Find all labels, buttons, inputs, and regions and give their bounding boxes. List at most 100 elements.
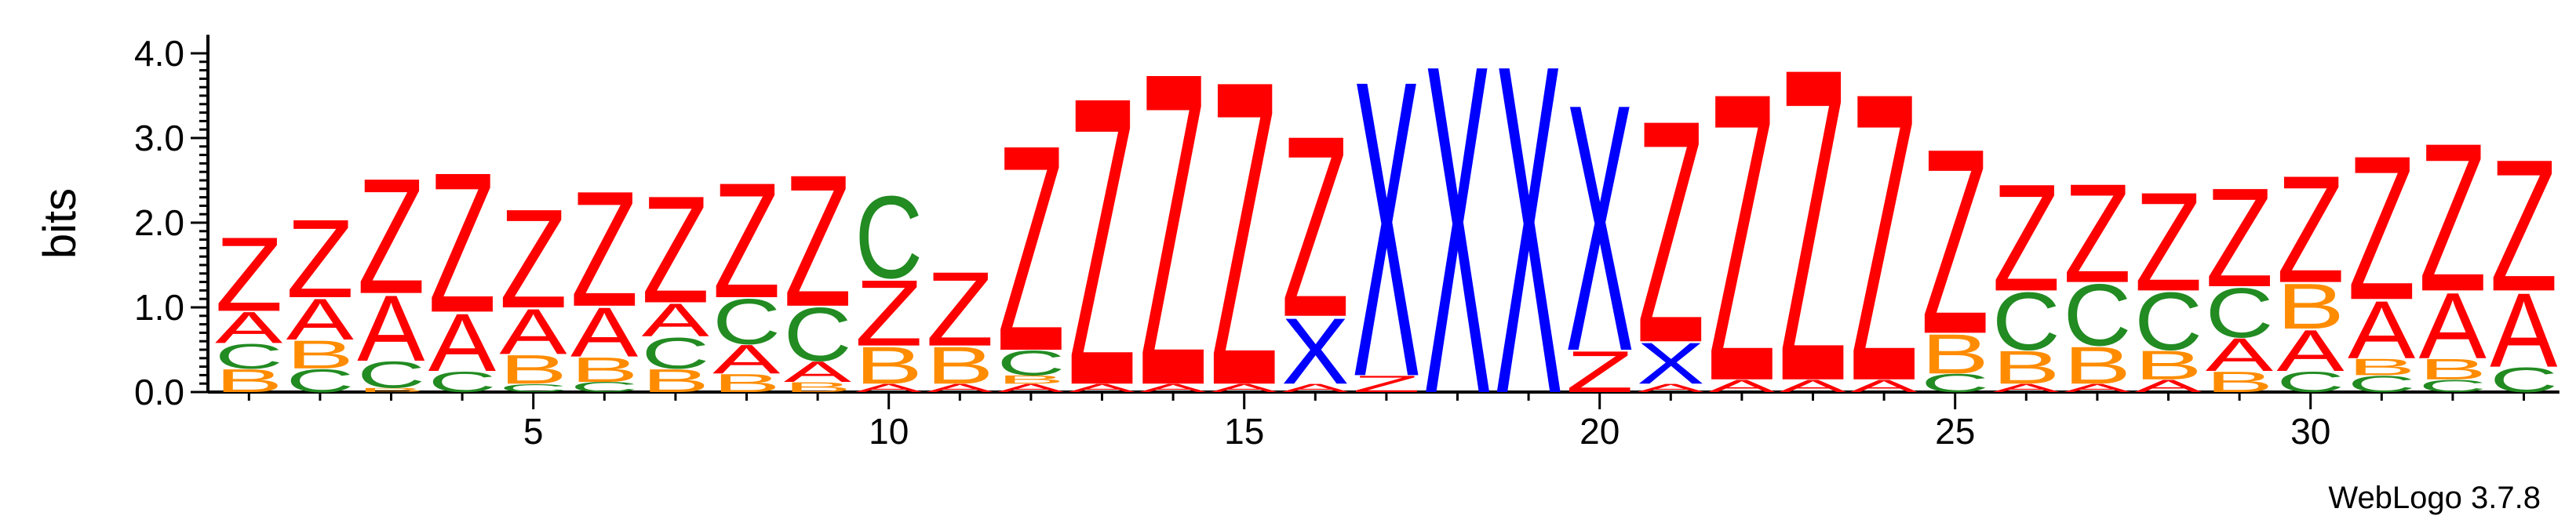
logo-letter-c: C xyxy=(2064,266,2132,365)
logo-letter-z: Z xyxy=(1708,8,1776,467)
logo-column-14: AZ xyxy=(1139,0,1208,479)
logo-letter-c: C xyxy=(854,171,923,303)
logo-letter-b: B xyxy=(286,332,355,377)
logo-letter-c: C xyxy=(428,365,497,398)
logo-letter-c: C xyxy=(2490,361,2558,400)
logo-letter-a: A xyxy=(499,296,567,368)
logo-column-17: ZX xyxy=(1353,0,1421,466)
logo-letter-b: B xyxy=(712,369,781,398)
logo-letter-z: Z xyxy=(1210,0,1278,476)
logo-column-33: CAZ xyxy=(2490,121,2558,400)
x-tick-label: 30 xyxy=(2290,411,2330,452)
logo-letter-z: Z xyxy=(570,157,639,340)
logo-column-20: ZX xyxy=(1565,31,1634,426)
logo-letter-c: C xyxy=(570,380,639,395)
y-tick-label: 2.0 xyxy=(134,202,184,243)
logo-letter-a: A xyxy=(2348,283,2416,376)
logo-letter-a: A xyxy=(997,382,1066,395)
logo-letter-z: Z xyxy=(1353,371,1421,398)
logo-letter-x: X xyxy=(1281,300,1350,404)
logo-letter-b: B xyxy=(1992,341,2060,394)
logo-letter-z: Z xyxy=(1992,153,2060,323)
logo-letter-a: A xyxy=(357,276,424,381)
logo-letter-a: A xyxy=(2419,274,2487,379)
y-axis-title: bits xyxy=(35,188,86,259)
logo-letter-z: Z xyxy=(499,180,567,338)
logo-letter-b: B xyxy=(1921,323,1989,386)
logo-letter-z: Z xyxy=(997,84,1066,412)
x-axis: 5 10 15 20 25 30 xyxy=(208,390,2560,452)
logo-letter-b: B xyxy=(2064,336,2132,395)
x-tick-label: 15 xyxy=(1224,411,1264,452)
logo-letter-b: B xyxy=(570,350,639,389)
logo-letter-a: A xyxy=(1139,382,1208,395)
y-tick-label: 1.0 xyxy=(134,287,184,328)
logo-letter-c: C xyxy=(357,354,425,397)
logo-letter-a: A xyxy=(570,292,639,372)
logo-letter-c: C xyxy=(1921,369,1989,398)
logo-letter-z: Z xyxy=(2419,99,2487,336)
logo-letter-z: Z xyxy=(1850,8,1918,467)
logo-letter-z: Z xyxy=(2206,159,2274,317)
logo-letter-c: C xyxy=(2419,376,2487,396)
logo-letter-a: A xyxy=(2490,271,2557,390)
logo-letter-c: C xyxy=(2276,365,2345,398)
logo-letter-z: Z xyxy=(2348,113,2416,343)
x-tick-label: 25 xyxy=(1935,411,1975,452)
logo-letter-c: C xyxy=(286,363,355,400)
logo-column-25: CBZ xyxy=(1921,93,1989,398)
logo-letter-c: C xyxy=(1992,275,2060,367)
logo-stacks: BCAZCBAZBCAZCAZCBAZCBAZBCAZBACZBACZABZCA… xyxy=(215,0,2558,492)
logo-column-24: AZ xyxy=(1850,8,1918,467)
logo-letter-z: Z xyxy=(926,251,994,369)
logo-letter-a: A xyxy=(2206,329,2273,381)
logo-letter-a: A xyxy=(1850,376,1918,396)
logo-letter-c: C xyxy=(712,285,781,358)
x-tick-label: 5 xyxy=(523,411,544,452)
logo-letter-a: A xyxy=(642,294,709,347)
logo-column-11: ABZ xyxy=(926,251,994,395)
logo-letter-a: A xyxy=(1637,382,1705,395)
logo-letter-z: Z xyxy=(1068,12,1136,471)
weblogo-credit: WebLogo 3.7.8 xyxy=(2328,481,2541,515)
logo-letter-b: B xyxy=(215,363,283,400)
logo-letter-b: B xyxy=(2206,366,2274,399)
y-tick-label: 4.0 xyxy=(134,33,184,74)
logo-letter-a: A xyxy=(286,287,355,353)
logo-letter-x: X xyxy=(1353,0,1421,466)
logo-letter-z: Z xyxy=(854,260,923,365)
logo-letter-b: B xyxy=(357,387,425,393)
logo-letter-z: Z xyxy=(215,216,283,333)
logo-letter-b: B xyxy=(2348,354,2416,380)
logo-letter-c: C xyxy=(2134,275,2203,367)
logo-letter-b: B xyxy=(499,346,567,392)
logo-letter-c: C xyxy=(2206,274,2274,352)
logo-letter-a: A xyxy=(1210,382,1278,395)
logo-letter-a: A xyxy=(428,296,497,389)
logo-letter-b: B xyxy=(997,373,1066,387)
logo-column-18: X xyxy=(1423,0,1492,492)
logo-letter-c: C xyxy=(215,337,283,376)
logo-letter-a: A xyxy=(926,382,994,395)
logo-letter-z: Z xyxy=(2134,163,2203,321)
logo-letter-b: B xyxy=(784,380,852,395)
logo-letter-z: Z xyxy=(1637,54,1705,409)
logo-letter-a: A xyxy=(1068,382,1136,395)
logo-letter-c: C xyxy=(642,328,710,378)
logo-letter-z: Z xyxy=(1779,0,1847,475)
y-axis: 0.0 1.0 2.0 3.0 4.0 xyxy=(134,33,210,412)
logo-letter-x: X xyxy=(1637,331,1705,396)
logo-letter-z: Z xyxy=(1281,82,1350,371)
